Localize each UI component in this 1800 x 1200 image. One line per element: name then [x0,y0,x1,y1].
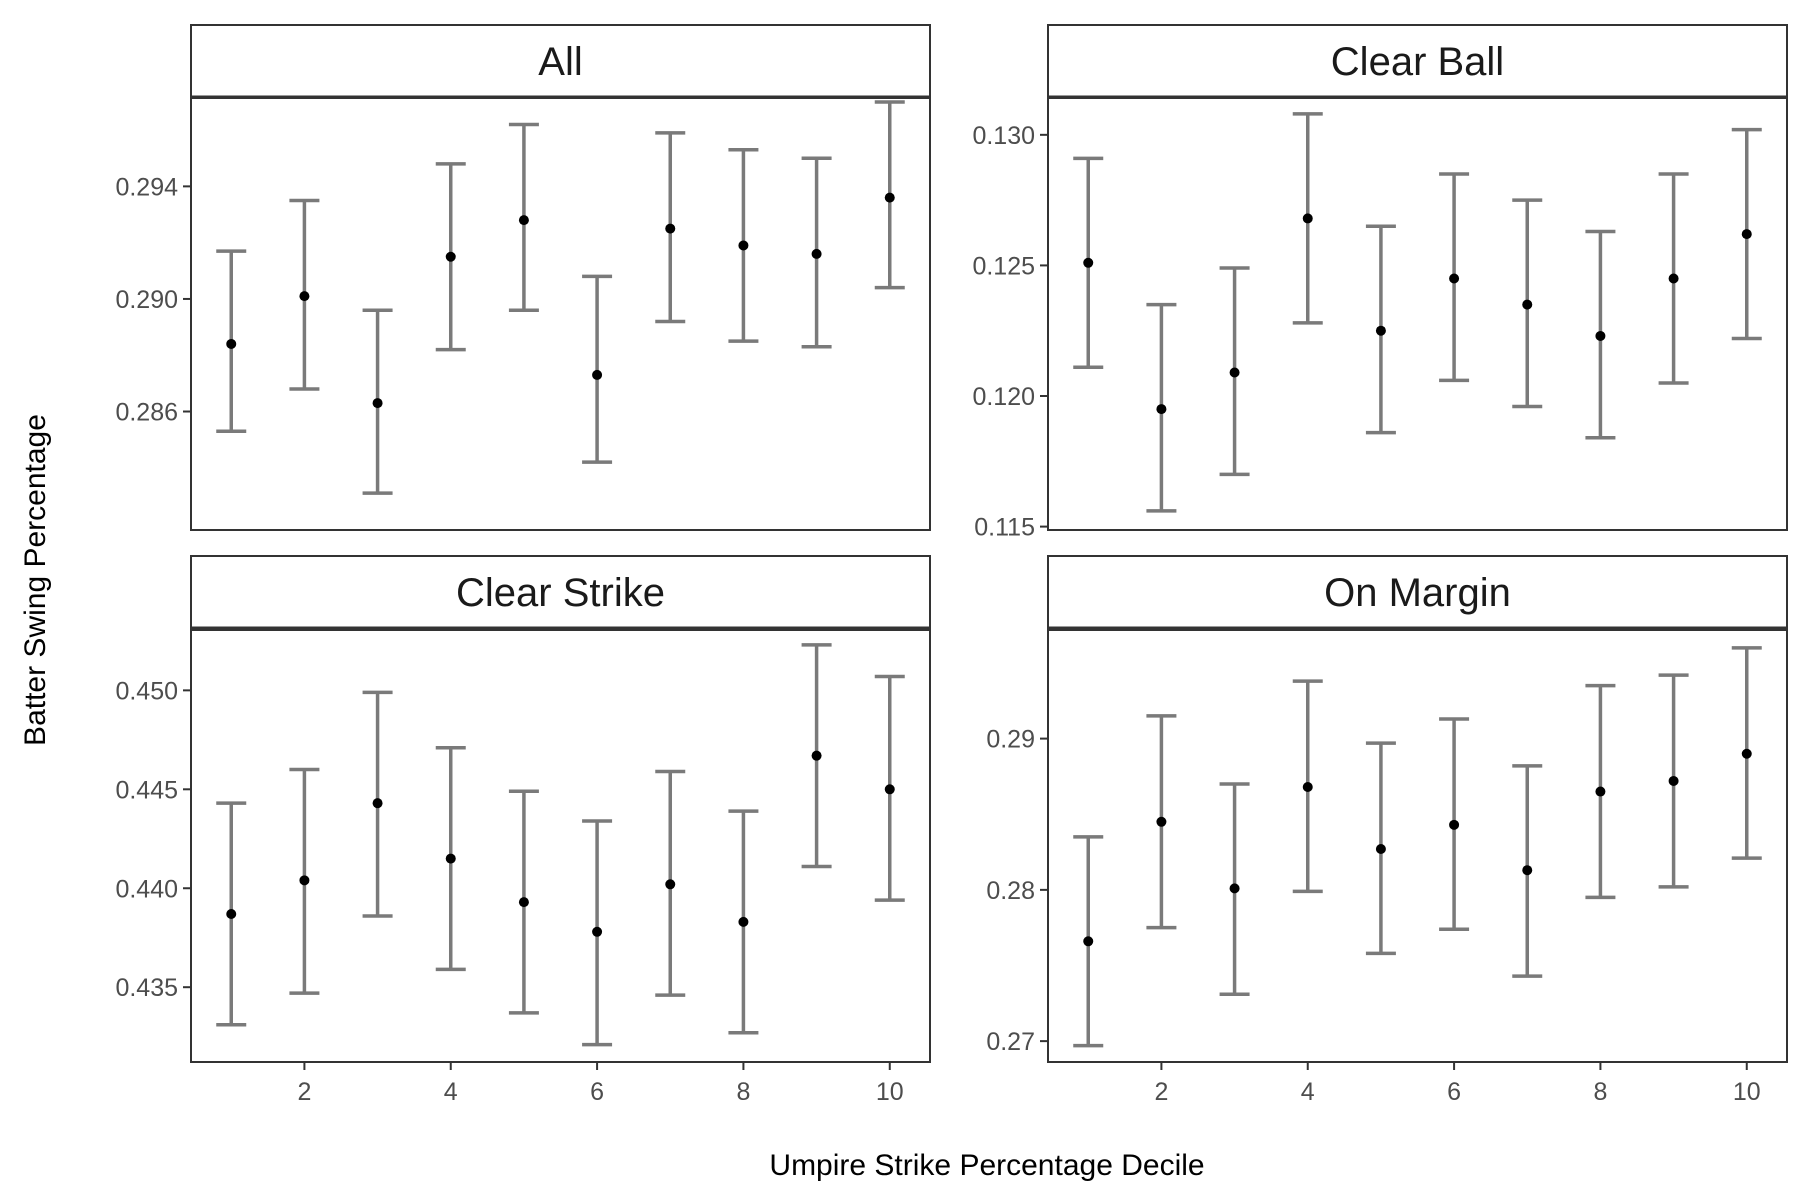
data-point [884,192,895,203]
data-point [1522,299,1533,310]
x-tick-label: 8 [1593,1078,1607,1106]
data-point [884,784,895,795]
panel-border [190,629,931,1063]
data-point [1083,936,1094,947]
facet-strip [1047,24,1788,98]
panel-border [190,97,931,531]
data-point [738,916,749,927]
data-point [1375,325,1386,336]
facet-title: Clear Strike [456,571,665,615]
facet-panel: All 0.286 0.290 0.294 [115,24,931,531]
data-point [445,853,456,864]
y-tick-label: 0.27 [986,1028,1035,1056]
y-axis-title: Batter Swing Percentage [19,414,52,746]
data-point [738,240,749,251]
data-point [518,897,529,908]
data-point [1375,844,1386,855]
x-tick-label: 6 [1447,1078,1461,1106]
data-point [1595,330,1606,341]
data-point [226,338,237,349]
y-tick-label: 0.29 [986,726,1035,754]
x-tick-label: 2 [297,1078,311,1106]
facet-title: On Margin [1324,571,1511,615]
facet-strip [190,555,931,629]
data-point [1083,257,1094,268]
data-point [1229,883,1240,894]
y-tick-label: 0.130 [972,122,1035,150]
data-point [1156,816,1167,827]
data-point [372,798,383,809]
facet-strip [1047,555,1788,629]
facet-title: All [538,40,582,84]
y-tick-label: 0.294 [115,173,178,201]
data-point [299,291,310,302]
data-point [1449,819,1460,830]
panel-border [1047,97,1788,531]
error-bar [582,274,613,464]
data-point [665,879,676,890]
data-point [1449,273,1460,284]
y-tick-label: 0.435 [115,974,178,1002]
y-tick-label: 0.115 [974,514,1035,542]
data-point [592,369,603,380]
data-point [811,750,822,761]
data-point [1741,748,1752,759]
x-tick-label: 10 [1733,1078,1761,1106]
data-point [1522,865,1533,876]
y-tick-label: 0.120 [972,383,1035,411]
y-tick-label: 0.125 [972,252,1035,280]
data-point [1668,273,1679,284]
data-point [226,908,237,919]
x-tick-label: 2 [1154,1078,1168,1106]
y-tick-label: 0.286 [115,399,178,427]
data-point [518,215,529,226]
data-point [811,248,822,259]
data-point [1156,404,1167,415]
data-point [592,926,603,937]
y-tick-label: 0.440 [115,875,178,903]
data-point [299,875,310,886]
data-point [1741,229,1752,240]
data-point [1302,782,1313,793]
y-tick-label: 0.28 [986,877,1035,905]
x-tick-label: 6 [590,1078,604,1106]
x-tick-label: 4 [1301,1078,1315,1106]
facet-panel: On Margin 0.27 0.28 0.29 2 4 6 8 10 [986,555,1788,1106]
x-tick-label: 8 [736,1078,750,1106]
data-point [665,223,676,234]
panel-border [1047,629,1788,1063]
y-tick-label: 0.450 [115,677,178,705]
facet-strip [190,24,931,98]
data-point [1302,213,1313,224]
data-point [372,398,383,409]
data-point [1229,367,1240,378]
facet-panel: Clear Ball 0.115 0.120 0.125 0.130 [972,24,1788,542]
facet-panel: Clear Strike 0.435 0.440 0.445 0.450 2 4 6 8 10 [115,555,931,1106]
data-point [1668,775,1679,786]
x-tick-label: 10 [876,1078,904,1106]
x-axis-title: Umpire Strike Percentage Decile [769,1149,1204,1182]
data-point [1595,786,1606,797]
x-tick-label: 4 [444,1078,458,1106]
y-tick-label: 0.445 [115,776,178,804]
facet-title: Clear Ball [1331,40,1504,84]
data-point [445,251,456,262]
y-tick-label: 0.290 [115,286,178,314]
